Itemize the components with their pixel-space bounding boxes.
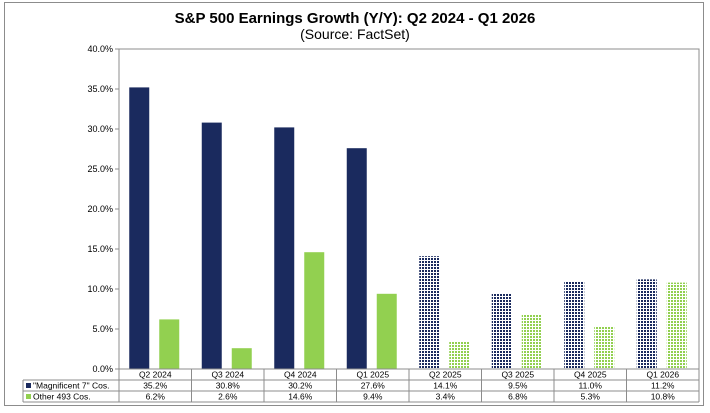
data-label: 9.4%: [363, 392, 383, 402]
data-label: 9.5%: [508, 381, 528, 391]
bar-magnificent-7: [636, 279, 657, 369]
bar-other-493: [521, 314, 542, 369]
legend-key-other-493: [26, 394, 31, 399]
y-tick-label: 40.0%: [87, 44, 113, 54]
x-tick-label: Q4 2025: [574, 370, 607, 380]
bar-magnificent-7: [346, 148, 367, 369]
data-label: 10.8%: [651, 392, 676, 402]
bar-magnificent-7: [274, 127, 295, 370]
y-tick-label: 15.0%: [87, 244, 113, 254]
y-tick-label: 20.0%: [87, 204, 113, 214]
bar-other-493: [449, 341, 470, 369]
bar-magnificent-7: [564, 281, 585, 369]
chart-frame: S&P 500 Earnings Growth (Y/Y): Q2 2024 -…: [4, 2, 704, 406]
data-label: 30.8%: [216, 381, 241, 391]
bar-magnificent-7: [201, 122, 222, 369]
data-table: Q2 2024 Q3 2024 Q4 2024 Q1 2025 Q2 2025 Q3 20…: [22, 368, 700, 403]
chart-subtitle: (Source: FactSet): [300, 26, 410, 42]
data-label: 6.8%: [508, 392, 528, 402]
bar-magnificent-7: [419, 256, 440, 369]
bar-other-493: [666, 282, 687, 369]
legend-key-magnificent-7: [26, 383, 31, 388]
x-tick-label: Q2 2025: [429, 370, 462, 380]
data-label: 2.6%: [218, 392, 238, 402]
x-tick-label: Q4 2024: [284, 370, 317, 380]
plot-area: 0.0% 5.0% 10.0% 15.0% 20.0% 25.0% 30.0% 35.0% 40…: [87, 44, 700, 374]
y-tick-label: 30.0%: [87, 124, 113, 134]
data-label: 11.0%: [579, 381, 603, 391]
y-tick-label: 0.0%: [92, 364, 113, 374]
bar-magnificent-7: [129, 87, 150, 370]
bar-other-493: [594, 326, 615, 369]
data-label: 27.6%: [361, 381, 386, 391]
y-tick-label: 10.0%: [87, 284, 113, 294]
x-tick-label: Q2 2024: [139, 370, 172, 380]
legend-label-magnificent-7: "Magnificent 7" Cos.: [33, 381, 109, 391]
x-tick-label: Q3 2025: [501, 370, 534, 380]
data-label: 35.2%: [143, 381, 168, 391]
x-tick-label: Q3 2024: [211, 370, 244, 380]
legend-label-other-493: Other 493 Cos.: [33, 392, 91, 402]
data-label: 14.6%: [288, 392, 313, 402]
data-label: 3.4%: [436, 392, 456, 402]
bar-other-493: [304, 252, 325, 369]
y-tick-label: 5.0%: [92, 324, 113, 334]
data-label: 6.2%: [146, 392, 166, 402]
data-label: 11.2%: [651, 381, 675, 391]
chart-title: S&P 500 Earnings Growth (Y/Y): Q2 2024 -…: [175, 10, 536, 27]
bar-other-493: [159, 319, 180, 369]
data-label: 14.1%: [433, 381, 458, 391]
x-tick-label: Q1 2026: [646, 370, 679, 380]
y-tick-label: 25.0%: [87, 164, 113, 174]
bar-other-493: [376, 293, 397, 369]
bar-other-493: [231, 348, 252, 369]
data-label: 30.2%: [288, 381, 313, 391]
y-tick-label: 35.0%: [87, 84, 113, 94]
chart-svg: S&P 500 Earnings Growth (Y/Y): Q2 2024 -…: [22, 10, 700, 403]
x-tick-label: Q1 2025: [356, 370, 389, 380]
bar-magnificent-7: [491, 293, 512, 369]
data-label: 5.3%: [581, 392, 601, 402]
